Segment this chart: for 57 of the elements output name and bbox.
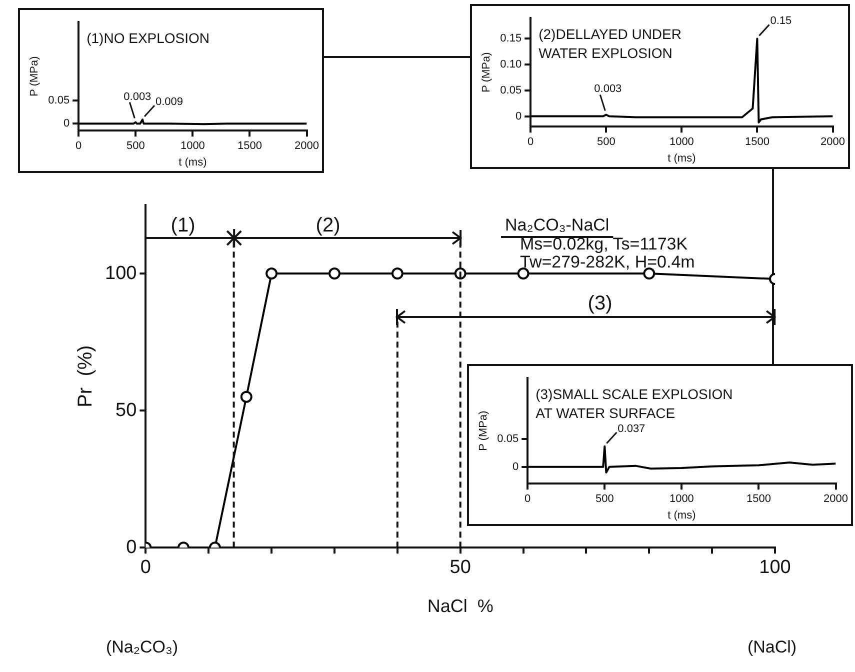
x-tick-label: 1000 bbox=[180, 140, 205, 152]
x-tick-label: 0 bbox=[528, 136, 534, 148]
point bbox=[643, 268, 656, 280]
text: (NaCl) bbox=[747, 638, 797, 657]
x-tick-label: 1000 bbox=[669, 136, 694, 148]
y-tick-label: 0.10 bbox=[500, 58, 522, 71]
x-tick-label: 0 bbox=[524, 493, 531, 506]
y-axis-title: P (MPa) bbox=[28, 56, 41, 96]
x-tick-label: 0 bbox=[76, 140, 82, 152]
x-tick-label: 500 bbox=[596, 136, 616, 148]
x-tick-label: 100 bbox=[759, 557, 791, 578]
x-tick-label: 50 bbox=[450, 557, 471, 578]
text: (3)SMALL SCALE EXPLOSION AT WATER SURFACE bbox=[536, 386, 733, 421]
point bbox=[240, 390, 252, 403]
y-tick-label: 0.05 bbox=[500, 84, 522, 96]
x-tick-label: 2000 bbox=[824, 493, 848, 506]
y-tick-label: 0.05 bbox=[48, 94, 70, 107]
annotation: 0.15 bbox=[770, 15, 792, 28]
x-tick-label: 1000 bbox=[669, 493, 694, 506]
y-axis-title: P (MPa) bbox=[480, 52, 493, 92]
x-axis-title: t (ms) bbox=[668, 509, 696, 522]
x-tick-label: 1500 bbox=[744, 136, 770, 148]
x-tick-label: 500 bbox=[126, 140, 145, 152]
y-axis-title: Pr (%) bbox=[74, 345, 97, 408]
point bbox=[328, 268, 340, 280]
text: (Na₂CO₃) bbox=[106, 638, 178, 657]
annotation: (1) bbox=[170, 214, 196, 237]
y-tick-label: 100 bbox=[105, 262, 137, 284]
annotation: 0.003 bbox=[594, 83, 622, 96]
annotation: 0.003 bbox=[124, 90, 152, 103]
annotation: Ms=0.02kg, Ts=1173K bbox=[520, 234, 688, 254]
annotation: Tw=279-282K, H=0.4m bbox=[520, 252, 695, 272]
x-tick-label: 500 bbox=[595, 493, 614, 506]
annotation: (3) bbox=[588, 292, 612, 315]
annotation: (2) bbox=[316, 214, 340, 237]
annotation: 0.037 bbox=[618, 422, 646, 435]
x-tick-label: 1500 bbox=[746, 493, 771, 506]
annotation: Na₂CO₃-NaCl bbox=[505, 216, 610, 235]
text: (2)DELLAYED UNDER WATER EXPLOSION bbox=[538, 26, 682, 61]
x-tick-label: 0 bbox=[140, 557, 151, 578]
x-axis-title: NaCl % bbox=[427, 596, 494, 616]
y-tick-label: 0.05 bbox=[497, 433, 519, 446]
y-axis-title: P (MPa) bbox=[478, 410, 490, 451]
x-axis-title: t (ms) bbox=[178, 156, 207, 168]
y-tick-label: 0 bbox=[512, 460, 519, 473]
x-tick-label: 2000 bbox=[294, 140, 320, 152]
x-tick-label: 1500 bbox=[237, 140, 262, 152]
annotation: 0.009 bbox=[155, 96, 184, 108]
y-tick-label: 50 bbox=[116, 400, 137, 421]
y-tick-label: 0.15 bbox=[500, 32, 522, 45]
point bbox=[266, 268, 278, 280]
x-axis-title: t (ms) bbox=[668, 152, 696, 164]
text: (1)NO EXPLOSION bbox=[86, 30, 210, 46]
y-tick-label: 0 bbox=[126, 536, 137, 558]
point bbox=[391, 268, 404, 280]
y-tick-label: 0 bbox=[515, 110, 522, 122]
x-tick-label: 2000 bbox=[820, 136, 846, 148]
